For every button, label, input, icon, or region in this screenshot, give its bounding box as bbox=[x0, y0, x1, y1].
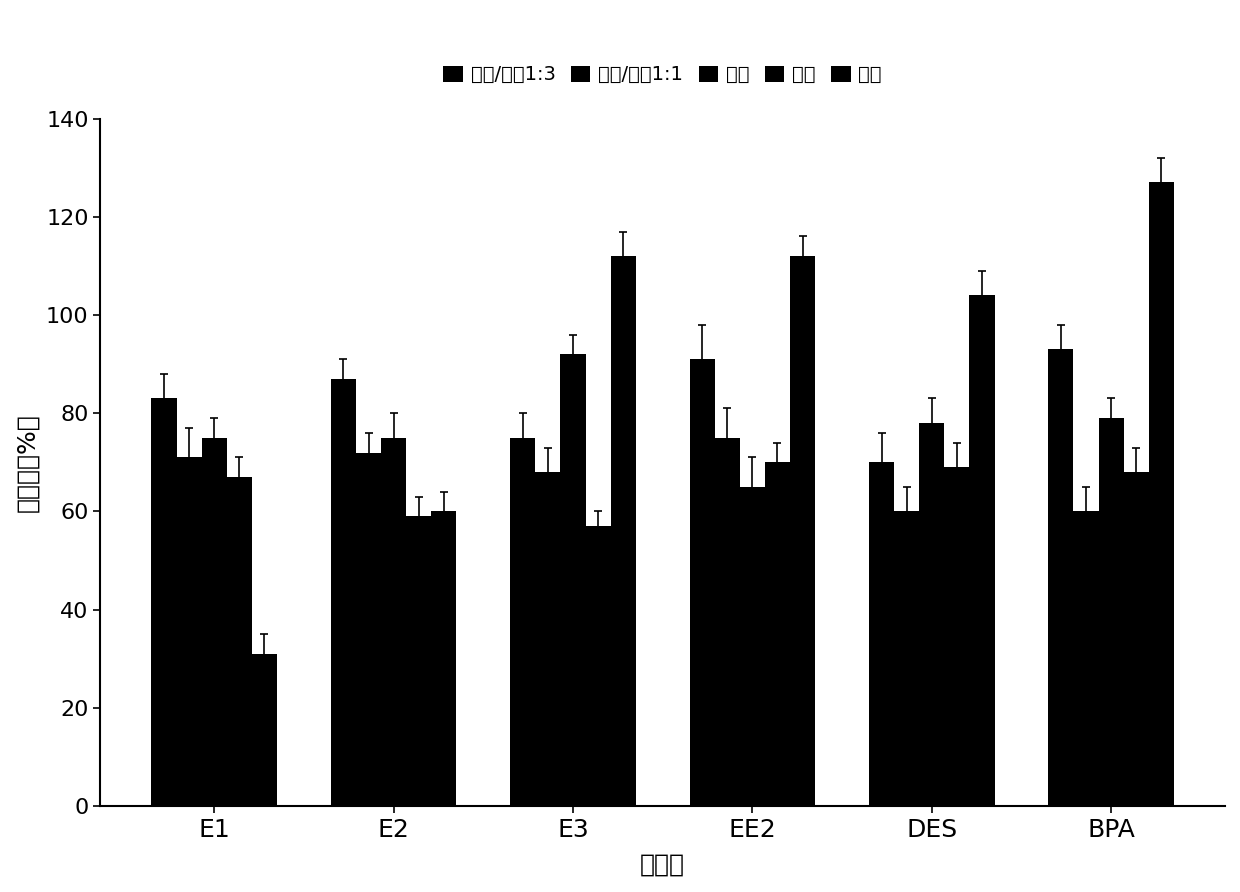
Bar bbox=[919, 423, 945, 806]
Bar bbox=[1123, 472, 1148, 806]
Bar bbox=[252, 654, 277, 806]
Bar bbox=[1074, 511, 1099, 806]
Bar bbox=[227, 477, 252, 806]
Bar bbox=[945, 467, 970, 806]
Bar bbox=[740, 487, 765, 806]
Bar bbox=[714, 438, 740, 806]
X-axis label: 雌激素: 雌激素 bbox=[640, 853, 686, 877]
Bar bbox=[585, 526, 610, 806]
Bar bbox=[1148, 182, 1174, 806]
Bar bbox=[560, 354, 585, 806]
Bar bbox=[536, 472, 560, 806]
Y-axis label: 回收率（%）: 回收率（%） bbox=[15, 413, 38, 512]
Bar bbox=[356, 452, 381, 806]
Legend: 甲醇/丙酮1:3, 甲醇/丙酮1:1, 甲醇, 丙酮, 乙腕: 甲醇/丙酮1:3, 甲醇/丙酮1:1, 甲醇, 丙酮, 乙腕 bbox=[438, 60, 888, 90]
Bar bbox=[331, 379, 356, 806]
Bar bbox=[689, 359, 714, 806]
Bar bbox=[869, 462, 894, 806]
Bar bbox=[381, 438, 407, 806]
Bar bbox=[894, 511, 919, 806]
Bar bbox=[151, 399, 176, 806]
Bar bbox=[610, 256, 636, 806]
Bar bbox=[765, 462, 790, 806]
Bar bbox=[1099, 418, 1123, 806]
Bar bbox=[970, 295, 994, 806]
Bar bbox=[176, 458, 202, 806]
Bar bbox=[1048, 350, 1074, 806]
Bar bbox=[510, 438, 536, 806]
Bar bbox=[790, 256, 815, 806]
Bar bbox=[202, 438, 227, 806]
Bar bbox=[432, 511, 456, 806]
Bar bbox=[407, 516, 432, 806]
